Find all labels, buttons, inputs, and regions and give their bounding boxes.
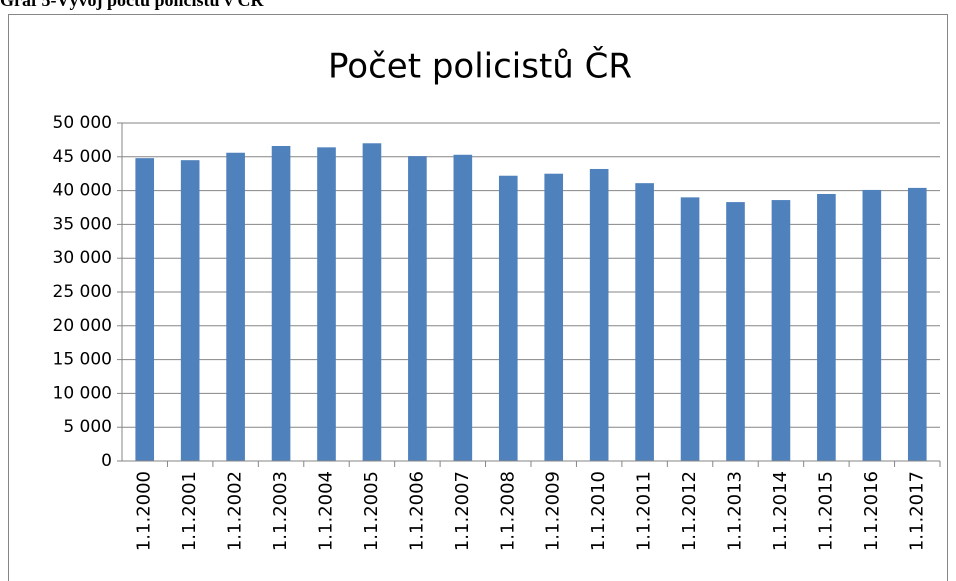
y-tick-label: 10 000: [53, 383, 112, 403]
y-tick-label: 25 000: [53, 282, 112, 302]
x-tick-label: 1.1.2006: [406, 471, 427, 551]
bar: [180, 160, 200, 461]
x-tick-label: 1.1.2005: [361, 471, 382, 551]
caption: Graf 5-Vývoj počtu policistů v ČR: [0, 0, 264, 10]
y-tick-label: 50 000: [53, 113, 112, 133]
bar: [271, 145, 291, 461]
y-tick-label: 40 000: [53, 181, 112, 201]
x-tick-label: 1.1.2014: [770, 471, 791, 551]
bar: [771, 200, 791, 461]
y-tick-label: 0: [101, 451, 112, 471]
x-tick-label: 1.1.2017: [906, 471, 927, 551]
y-tick-label: 35 000: [53, 214, 112, 234]
bar: [135, 158, 155, 462]
x-tick-label: 1.1.2000: [134, 471, 155, 551]
bar: [317, 147, 336, 461]
x-tick-label: 1.1.2007: [452, 471, 473, 551]
x-tick-label: 1.1.2013: [725, 471, 746, 551]
bar: [226, 152, 245, 461]
bar: [544, 173, 564, 461]
y-tick-label: 5 000: [63, 417, 112, 437]
x-tick-label: 1.1.2012: [679, 471, 700, 551]
y-tick-label: 45 000: [53, 147, 112, 167]
x-tick-label: 1.1.2002: [225, 471, 246, 551]
chart-border: [8, 14, 948, 581]
x-tick-label: 1.1.2008: [497, 471, 518, 551]
x-tick-label: 1.1.2016: [861, 471, 882, 551]
x-tick-label: 1.1.2010: [588, 471, 609, 551]
chart-title: Počet policistů ČR: [328, 46, 632, 87]
bar: [907, 187, 927, 461]
x-tick-label: 1.1.2015: [815, 471, 836, 551]
y-tick-label: 30 000: [53, 248, 112, 268]
x-tick-label: 1.1.2004: [316, 471, 337, 551]
bar: [589, 168, 609, 461]
x-tick-label: 1.1.2003: [270, 471, 291, 551]
bar: [817, 193, 836, 462]
bar: [408, 156, 427, 461]
x-tick-label: 1.1.2009: [543, 471, 564, 551]
bar: [362, 143, 382, 461]
x-tick-label: 1.1.2001: [179, 471, 200, 551]
bar: [862, 189, 882, 461]
bar: [635, 183, 654, 461]
bar: [498, 175, 518, 461]
y-tick-label: 20 000: [53, 316, 112, 336]
bar: [680, 197, 700, 462]
y-tick-label: 15 000: [53, 350, 112, 370]
x-tick-label: 1.1.2011: [634, 471, 655, 551]
bar: [453, 154, 473, 461]
bar: [726, 202, 745, 462]
